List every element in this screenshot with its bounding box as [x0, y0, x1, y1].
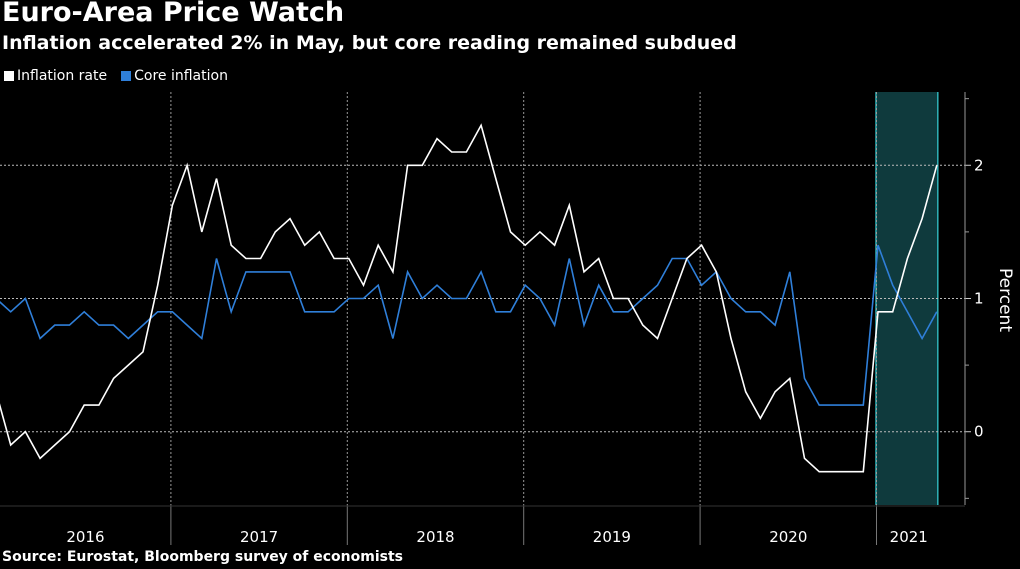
x-tick-label-2021: 2021: [890, 528, 928, 546]
x-tick-label-2018: 2018: [416, 528, 454, 546]
y-axis-title: Percent: [995, 268, 1015, 332]
x-tick-label-2020: 2020: [769, 528, 807, 546]
source-note: Source: Eurostat, Bloomberg survey of ec…: [2, 549, 404, 565]
x-tick-label-2017: 2017: [240, 528, 278, 546]
legend-label-inflation: Inflation rate: [17, 68, 108, 84]
y-tick-label-1: 1: [974, 290, 984, 308]
legend-item-core: Core inflation: [121, 68, 228, 84]
x-tick-label-2019: 2019: [593, 528, 631, 546]
y-tick-label-2: 2: [974, 156, 984, 174]
series-line-inflation-rate: [0, 123, 938, 473]
series-line-core-inflation: [0, 244, 938, 406]
legend-swatch-inflation: [4, 71, 14, 81]
legend-label-core: Core inflation: [134, 68, 228, 84]
chart-subtitle: Inflation accelerated 2% in May, but cor…: [2, 32, 737, 54]
y-tick-label-0: 0: [974, 423, 984, 441]
legend: Inflation rate Core inflation: [4, 68, 228, 84]
highlight-band: [876, 92, 938, 505]
chart-title: Euro-Area Price Watch: [2, 0, 345, 28]
x-tick-label-2016: 2016: [66, 528, 104, 546]
legend-swatch-core: [121, 71, 132, 81]
legend-item-inflation: Inflation rate: [4, 68, 107, 84]
